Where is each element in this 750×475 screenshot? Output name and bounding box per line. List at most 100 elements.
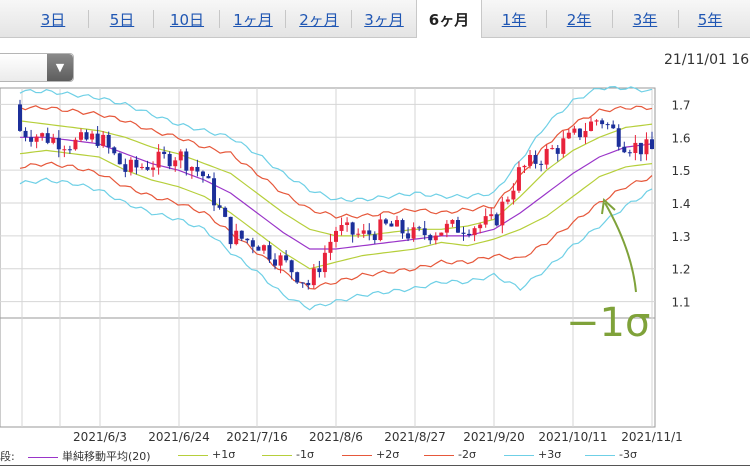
band-line xyxy=(19,177,653,311)
tab-1-year[interactable]: 1年 xyxy=(501,11,527,29)
legend-plus3: +3σ xyxy=(504,448,561,461)
candle-body xyxy=(478,224,483,229)
annotation-label: −1σ xyxy=(566,300,650,346)
candle-body xyxy=(638,142,643,155)
candle-body xyxy=(550,148,555,150)
candles xyxy=(18,99,654,290)
candle-body xyxy=(34,136,39,142)
candle-body xyxy=(90,133,95,140)
x-tick-label: 2021/6/3 xyxy=(73,430,127,444)
chevron-down-icon[interactable]: ▼ xyxy=(47,54,73,81)
tab-10-days[interactable]: 10日 xyxy=(169,11,205,29)
candle-body xyxy=(500,201,505,226)
candle-body xyxy=(611,124,616,129)
legend-sma: 単純移動平均(20) xyxy=(28,448,151,464)
candle-body xyxy=(539,163,544,165)
candle-body xyxy=(328,241,333,253)
tab-3-years[interactable]: 3年 xyxy=(632,11,658,29)
candle-body xyxy=(467,233,472,236)
y-tick-label: 1.3 xyxy=(671,230,690,244)
candle-body xyxy=(627,152,632,154)
axis-labels: 1.1 1.2 1.3 1.4 1.5 1.6 1.7 2021/6/3 2021/6/24 20… xyxy=(73,98,691,444)
candle-body xyxy=(489,214,494,217)
y-tick-label: 1.4 xyxy=(671,197,690,211)
x-tick-label: 2021/6/24 xyxy=(148,430,210,444)
candle-body xyxy=(212,178,217,206)
candle-body xyxy=(350,222,355,235)
candle-body xyxy=(455,220,460,233)
candle-body xyxy=(162,151,167,155)
candle-body xyxy=(300,282,305,284)
legend-prefix: 段: xyxy=(0,450,15,463)
candle-body xyxy=(56,137,61,150)
tab-1-month[interactable]: 1ヶ月 xyxy=(233,11,273,29)
tab-6-months[interactable]: 6ヶ月 xyxy=(416,0,482,38)
tab-5-days[interactable]: 5日 xyxy=(109,11,135,29)
tab-3-days[interactable]: 3日 xyxy=(40,11,66,29)
candle-body xyxy=(278,255,283,266)
candle-body xyxy=(528,154,533,166)
tab-2-years[interactable]: 2年 xyxy=(566,11,592,29)
candle-body xyxy=(516,167,521,191)
legend-minus2-label: -2σ xyxy=(458,448,476,461)
candle-body xyxy=(566,132,571,139)
candle-body xyxy=(406,233,411,239)
candle-body xyxy=(123,164,128,172)
candle-body xyxy=(483,216,488,225)
lower-panel-frame xyxy=(0,317,656,428)
tab-5-years[interactable]: 5年 xyxy=(697,11,723,29)
candle-body xyxy=(561,138,566,154)
candle-body xyxy=(433,235,438,241)
legend-minus3: -3σ xyxy=(585,448,637,461)
legend-plus2-label: +2σ xyxy=(376,448,400,461)
candle-body xyxy=(228,216,233,245)
tab-separator xyxy=(285,10,286,28)
candle-body xyxy=(334,230,338,242)
candle-body xyxy=(339,225,344,231)
candle-body xyxy=(145,166,150,170)
legend-minus2: -2σ xyxy=(424,448,476,461)
candle-body xyxy=(295,272,300,283)
candle-body xyxy=(622,146,627,153)
candle-body xyxy=(450,220,455,224)
candle-body xyxy=(106,134,111,148)
candle-body xyxy=(400,220,405,234)
candle-body xyxy=(345,222,350,226)
chart-type-dropdown[interactable]: ▼ xyxy=(0,53,74,82)
candle-body xyxy=(422,228,427,236)
tab-separator xyxy=(546,10,547,28)
tab-separator xyxy=(153,10,154,28)
candle-body xyxy=(356,233,361,235)
chart-legend: 段: 単純移動平均(20) +1σ -1σ +2σ -2σ +3σ -3σ xyxy=(0,448,750,464)
candle-body xyxy=(217,205,222,208)
candle-body xyxy=(156,151,161,168)
candle-body xyxy=(472,228,477,236)
tab-separator xyxy=(88,10,89,28)
candle-body xyxy=(51,137,56,143)
y-tick-label: 1.6 xyxy=(671,131,690,145)
candle-body xyxy=(389,223,394,227)
timestamp: 21/11/01 16 xyxy=(664,52,750,68)
candle-body xyxy=(84,132,89,140)
candle-body xyxy=(644,139,649,155)
candle-body xyxy=(273,259,278,266)
candle-body xyxy=(139,166,144,168)
tab-2-months[interactable]: 2ヶ月 xyxy=(299,11,339,29)
legend-sma-label: 単純移動平均(20) xyxy=(62,450,151,463)
candle-body xyxy=(223,207,228,217)
band-line xyxy=(19,105,653,219)
candle-body xyxy=(178,151,183,161)
candle-body xyxy=(322,252,327,273)
legend-plus1-label: +1σ xyxy=(212,448,236,461)
candle-body xyxy=(23,130,28,138)
footer-divider xyxy=(0,465,750,466)
tab-3-months[interactable]: 3ヶ月 xyxy=(364,11,404,29)
candle-body xyxy=(361,230,366,234)
candle-body xyxy=(234,230,239,245)
candle-body xyxy=(383,219,388,224)
candle-body xyxy=(73,139,78,150)
candle-body xyxy=(62,149,67,151)
candle-body xyxy=(428,235,433,241)
x-tick-label: 2021/11/1 xyxy=(621,430,683,444)
band-line xyxy=(19,161,653,290)
